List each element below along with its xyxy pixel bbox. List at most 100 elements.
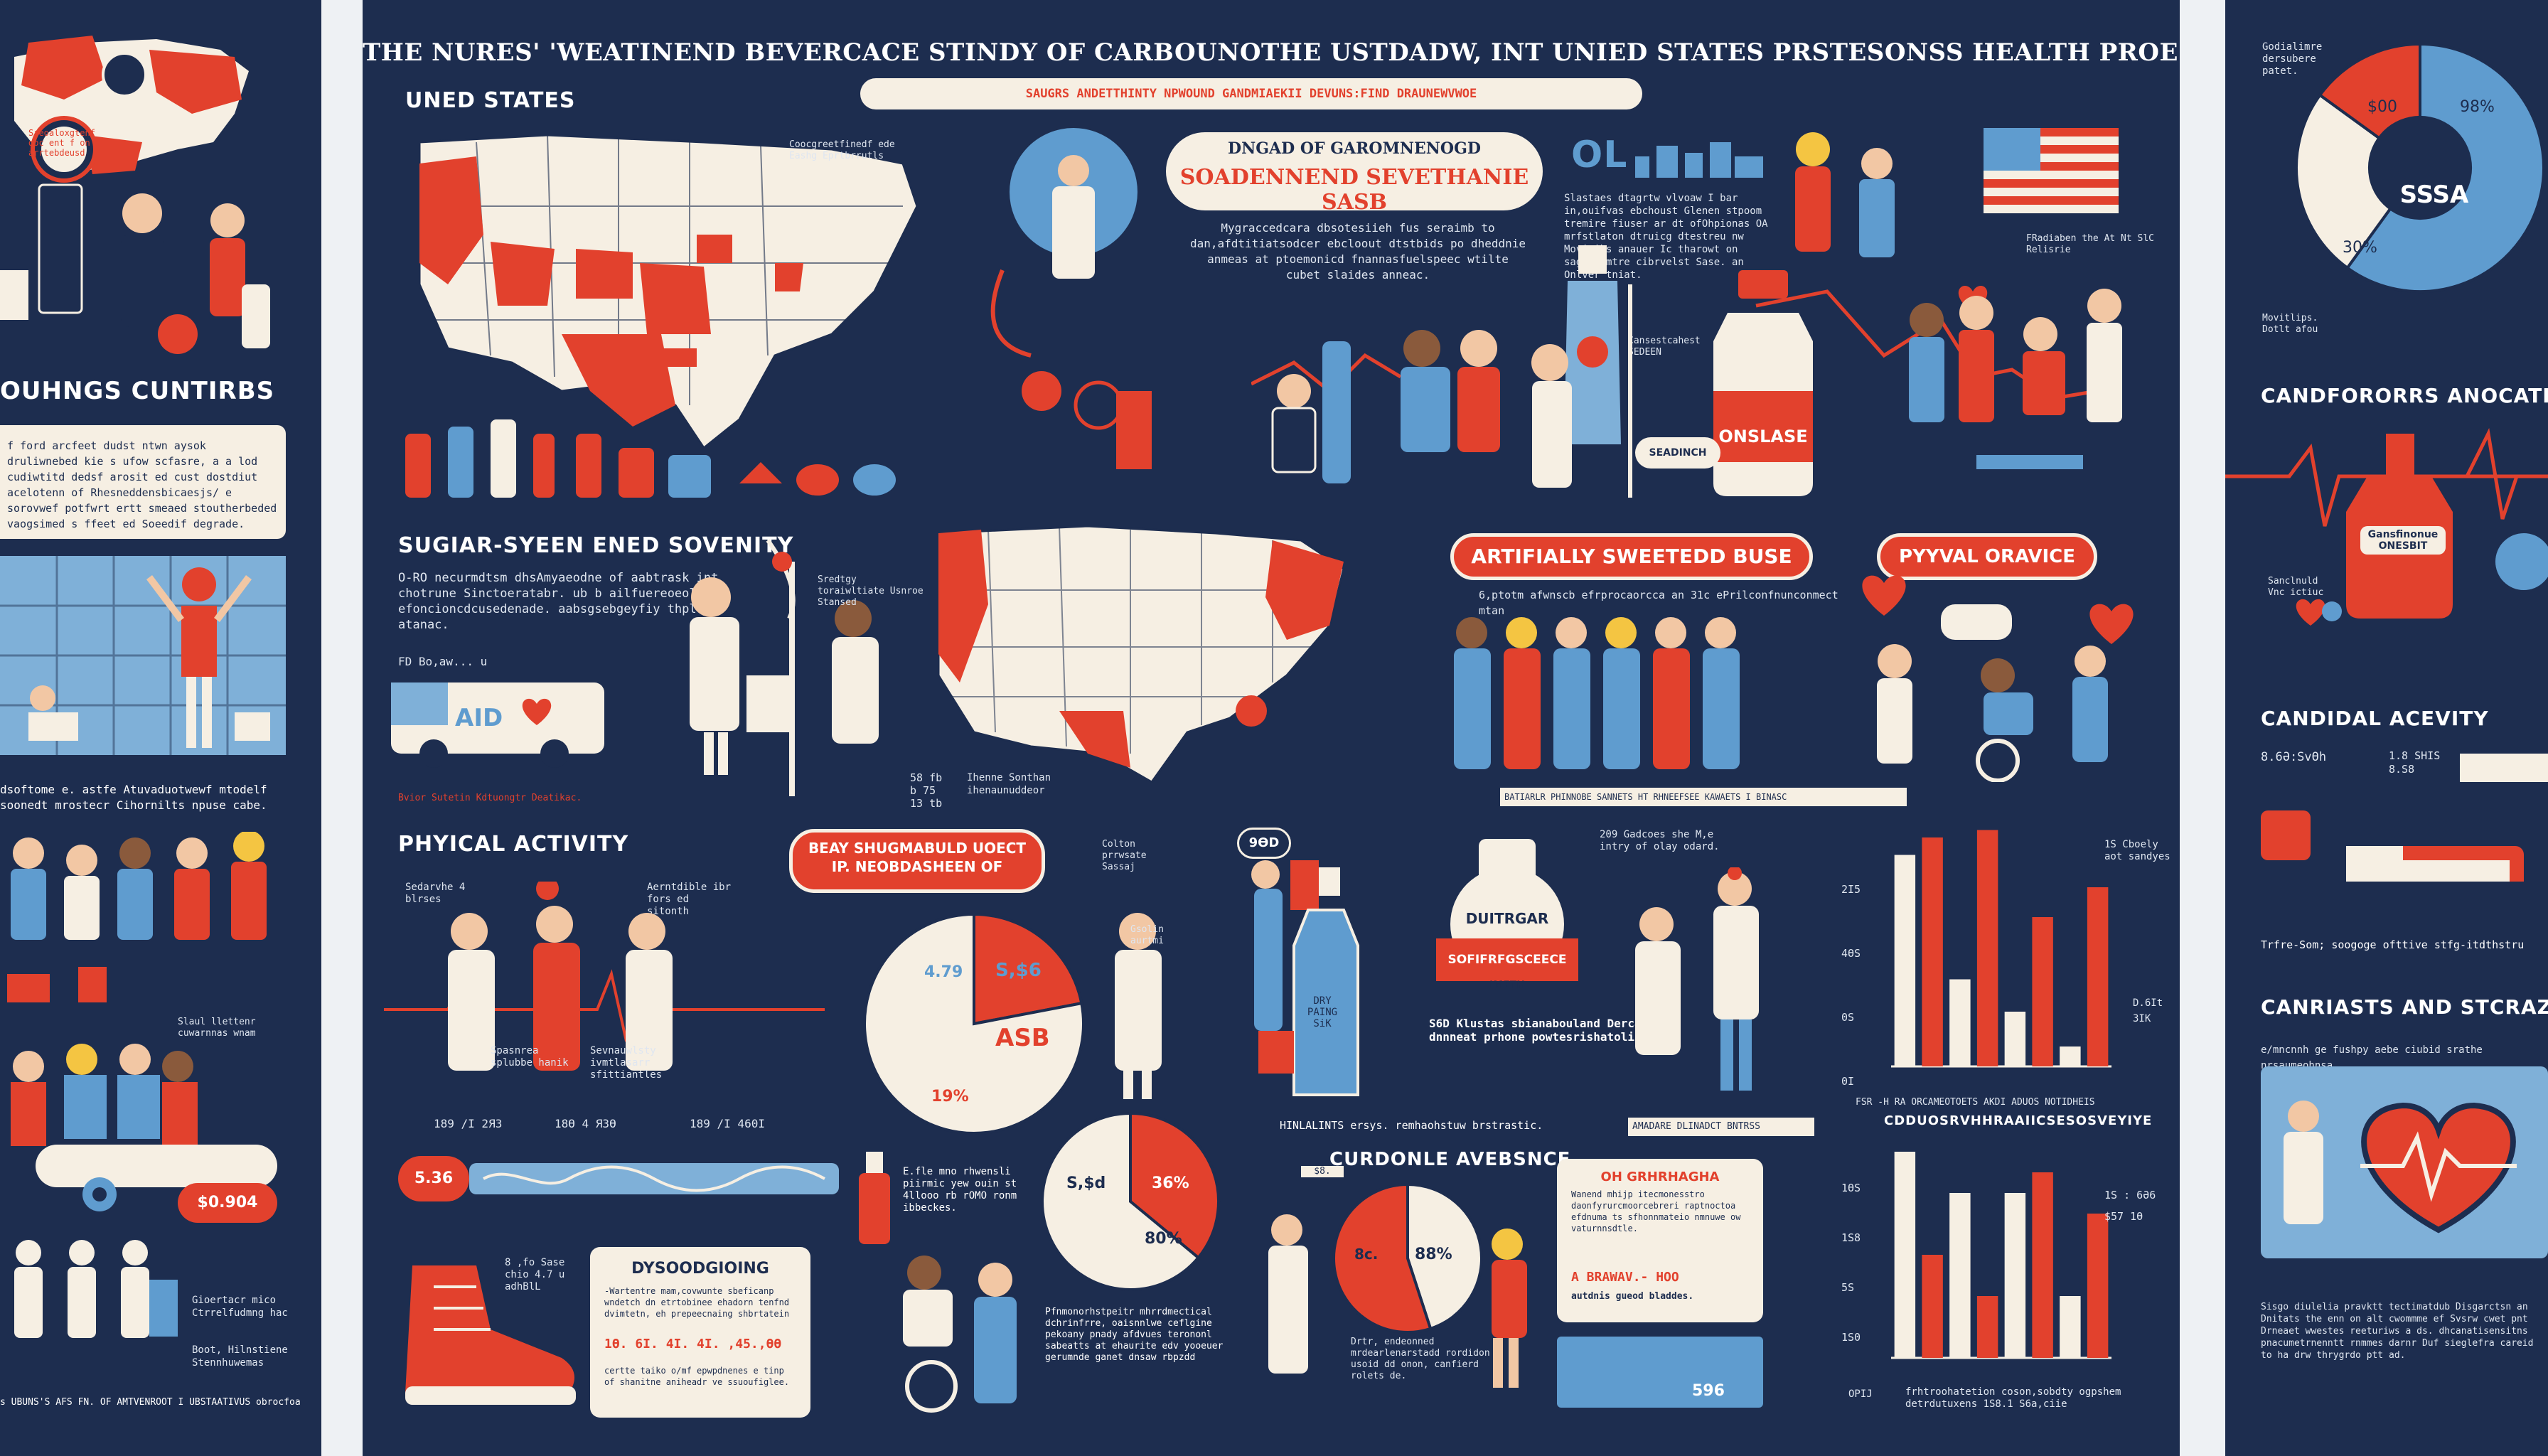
center-stats-2: Ihenne Sonthan ihenaunuddeor (967, 772, 1051, 796)
ambulance-icon (391, 682, 604, 768)
sugar-text: O-RO necurmdtsm dhsAmyaeodne of aabtrask… (398, 571, 719, 632)
pie-slice (1406, 1182, 1483, 1331)
nurse-circle-top (990, 128, 1152, 469)
ssb-desc: Mygraccedcara dbsotesiieh fus seraimb to… (1189, 221, 1526, 282)
bar (1976, 830, 1998, 1066)
center-panel: THE NURES' 'WEATINEND BEVERCACE STINDY O… (363, 0, 2180, 1456)
left-room-illustration (0, 556, 286, 755)
bar (1894, 855, 1916, 1066)
bar-chart-2-axis-2: 5S (1841, 1281, 1855, 1294)
left-heading-countries: OUHNGS CUNTIRBS (0, 377, 275, 405)
physical-pill: PYYVAL ORAVICE (1877, 533, 2097, 580)
dutr-badge (1436, 839, 1578, 981)
pie-big-label-2: S,$6 (995, 960, 1042, 981)
bar-chart-2-title: CDDUOSRVHHRAAIICSESOSVEYIYE (1884, 1113, 2153, 1128)
card-box-title: OH GRHRHAGHA (1600, 1169, 1720, 1184)
pie-chart-small (1041, 1111, 1220, 1291)
bar (1949, 1193, 1971, 1358)
bar-chart-1-label-0: D.6Ӏt (2133, 997, 2163, 1009)
bar (2087, 887, 2109, 1066)
left-nurses-group (7, 832, 277, 1211)
right-heading-1: CANDFORORRS ANOCATIN (2261, 384, 2548, 407)
ssb-sign (1166, 132, 1543, 210)
bar (2032, 917, 2053, 1066)
page-subtitle: SAUGRS ANDETTHINTY NPWOUND GANDMIAEKII D… (1025, 87, 1477, 101)
small-box-text: 596 (1692, 1382, 1725, 1400)
card-box-sum: A BRAWAV.- HOO (1571, 1270, 1679, 1285)
cardone-heading: CURDONLE AVEBSNCE (1329, 1149, 1571, 1170)
left-cream-box: f ford arcfeet dudst ntwn aysok druliwne… (0, 425, 286, 539)
right-pie-caption: Movitlips. Dotlt afou (2262, 313, 2318, 335)
doctor-1-caption: Spasnrea splubbe hanik (491, 1045, 569, 1069)
bar-chart-2-right-0: 1S : 6Ә6 (2104, 1189, 2156, 1201)
left-cream-text: f ford arcfeet dudst ntwn aysok druliwne… (7, 439, 277, 530)
right-heading-2: CANDIDAL ACEVITY (2261, 707, 2489, 730)
right-truck-caption: Trfre-Som; soogoge ofttive stfg-itdthstr… (2261, 938, 2525, 951)
bar-chart-1-title: FSR -H RA ORCAMEOTOETS AKDI ADUOS NOTIDH… (1856, 1097, 2095, 1108)
nurses-caption: BATIARLR PHINNOBE SANNETS HT RHNEEFSEE K… (1500, 788, 1907, 806)
cardone-figures (1268, 1214, 1527, 1388)
chart-dots-badge: 9ӨD (1237, 828, 1291, 859)
drinks-row (405, 419, 896, 498)
right-stat-right: 1.8 SHIS 8.S8 (2389, 749, 2441, 776)
bar-chart-2-axis-1: 1S8 (1841, 1231, 1861, 1244)
left-caption-3: Slaul llettenr cuwarnnas wnam (178, 1017, 256, 1039)
gas-desc: Slastaes dtagrtw vlvoaw I bar in,ouifvas… (1564, 193, 1768, 281)
left-footer: s UBUNS'S AFS FN. OF AMTVENROOT I UBSTAA… (0, 1397, 301, 1408)
dist-box-numbers: 1Ө. 6Ӏ. 4Ӏ. 4Ӏ. ,45.,ӨӨ (604, 1337, 782, 1351)
pie-chart-big (863, 912, 1085, 1135)
bar-chart-1-axis-0: 2Ӏ5 (1841, 883, 1861, 896)
bar (2087, 1214, 2109, 1358)
dist-box (590, 1247, 810, 1418)
left-caption-4: Boot, Hilnstiene Stennhuwemas (192, 1344, 288, 1369)
shoe-caption: 8 ,fo Sase chio 4.7 u adhBlL (505, 1257, 565, 1292)
colton-label: Colton prrwsate Sassaj (1102, 839, 1147, 872)
bar-chart-1-label-1: 3IK (2133, 1013, 2151, 1024)
pie-cardone-label-1: 8c. (1354, 1246, 1379, 1263)
pie-slice (1332, 1182, 1433, 1334)
pie-slice (2295, 92, 2422, 270)
ssb-sign-small: DNGAD OF GAROMNENOGD (1228, 139, 1481, 158)
bar-chart-1-axis-3: 0Ӏ (1841, 1075, 1855, 1088)
drink-bottle-small (859, 1152, 890, 1244)
left-us-map (0, 36, 270, 354)
card-box-text: Wanend mhijp itecmonesstro daonfyrurcmoo… (1571, 1189, 1741, 1233)
nurses-cluster-top (1251, 284, 1632, 498)
map-caption: Coocgreetfinedf ede Eashg Eprtbrrutls (789, 139, 895, 161)
stat-c: 189 /I 460I (690, 1117, 765, 1130)
bar-chart-1-caption: 1S Cboely aot sandyes (2104, 839, 2170, 862)
doctor-2-caption: Sevnauwlsty ivmtlasarr sfittiantles (590, 1045, 663, 1081)
bar-chart-2-footer: frhtroohatetion coson,sobdty ogpshem det… (1905, 1386, 2121, 1410)
pie-slice (973, 912, 1083, 1026)
hiinl-label-small: $8. (1301, 1166, 1344, 1177)
bar (2032, 1172, 2053, 1358)
center-stats: 58 fb b 75 13 tb (910, 771, 943, 810)
bar-chart-2-right-1: $57 1Ө (2104, 1210, 2143, 1223)
squiggle (483, 1165, 825, 1192)
bar (2060, 1046, 2081, 1066)
us-flag-icon (1984, 128, 2119, 213)
bar-chart-2-foot-left: OPIJ (1848, 1388, 1873, 1400)
ssb-sign-big: SOADENNEND SEVETHANIE SASB (1179, 165, 1529, 215)
sugar-small: FD Bo,aw... u (398, 655, 488, 668)
pie-slice (1129, 1111, 1220, 1260)
gauge-label: Gsolin aurtmi (1130, 924, 1164, 946)
bar (1922, 1255, 1943, 1358)
dutr-badge-ribbon: SOFIFRFGSCEECE (1447, 953, 1567, 967)
pie-slice (863, 912, 1085, 1135)
heartbeat-right: Aerntdible ibr fors ed sitonth (647, 882, 732, 917)
hiinlatints: HINLALINTS ersys. remhaohstuw brstrastic… (1280, 1119, 1543, 1132)
wheelchair-scene (903, 1256, 1017, 1413)
small-blue-box (1557, 1337, 1763, 1408)
water-bottle (1564, 245, 1621, 444)
pie-cardone-label-2: 88% (1415, 1246, 1452, 1263)
drink-bottle-text: E.fle mno rhwensli piirmic yew ouin st 4… (903, 1166, 1017, 1214)
asb-sign: ARTIFIALLY SWEETEDD BUSE (1450, 533, 1813, 580)
bottle-small-sign: Cansestcahest SEDEEN (1628, 336, 1701, 358)
jar-label: SEADINCH (1635, 437, 1720, 469)
ol-skyline (1635, 142, 1763, 178)
badge-side-text: 209 Gadcoes she M,e intry of olay odard. (1600, 829, 1720, 852)
nurse-row (1454, 617, 1740, 769)
beay-sign-text: BEAY SHUGMABULD UOECT IP. NEOBDASHEEN OF (808, 840, 1027, 875)
wheelchair-text: Pfnmonorhstpeitr mhrrdmectical dchrinfrr… (1045, 1307, 1224, 1363)
